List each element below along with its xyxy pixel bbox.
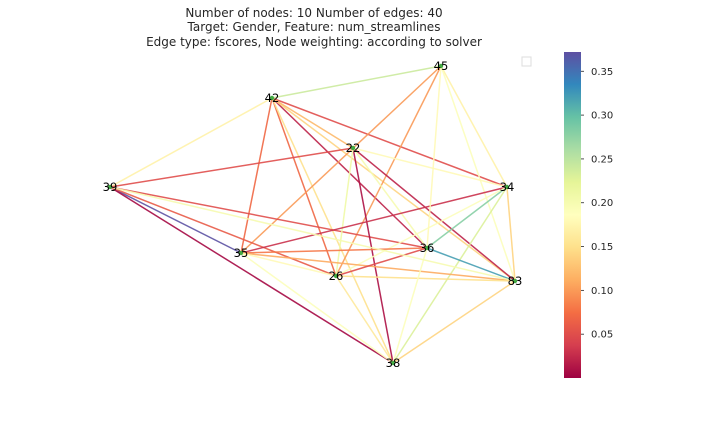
node-marker [424, 245, 430, 251]
edge-22-26 [335, 147, 354, 277]
node-label: 83 [508, 274, 523, 288]
node-marker [269, 95, 275, 101]
node-83: 83 [508, 274, 523, 288]
node-39: 39 [103, 180, 118, 194]
node-marker [390, 360, 396, 366]
edge-42-83 [271, 97, 516, 282]
edge-35-26 [240, 252, 337, 277]
node-label: 34 [500, 180, 515, 194]
colorbar-tick-label: 0.35 [591, 67, 613, 78]
node-marker [512, 278, 518, 284]
chart-title: Number of nodes: 10 Number of edges: 40 … [146, 6, 482, 49]
colorbar-tick-label: 0.15 [591, 242, 613, 253]
legend-box [521, 56, 532, 67]
edge-35-38 [240, 252, 394, 364]
edge-45-34 [440, 65, 508, 188]
edge-22-83 [352, 147, 516, 282]
node-label: 36 [420, 241, 435, 255]
colorbar: 0.05 0.10 0.15 0.20 0.25 0.30 0.35 [564, 52, 613, 378]
colorbar-tick-label: 0.30 [591, 111, 613, 122]
edge-22-36 [352, 147, 428, 249]
node-36: 36 [420, 241, 435, 255]
title-line-1: Number of nodes: 10 Number of edges: 40 [185, 6, 442, 20]
edge-39-22 [109, 147, 354, 188]
colorbar-ticks: 0.05 0.10 0.15 0.20 0.25 0.30 0.35 [581, 67, 613, 341]
edge-42-26 [271, 97, 337, 277]
nodes-layer: 45 42 22 39 34 36 35 26 83 38 [103, 59, 523, 370]
colorbar-tick-label: 0.10 [591, 286, 613, 297]
edge-39-26 [109, 186, 337, 277]
edge-22-34 [352, 147, 508, 188]
node-label: 22 [346, 141, 361, 155]
node-38: 38 [386, 356, 401, 370]
edge-36-38 [392, 247, 428, 364]
node-marker [350, 145, 356, 151]
edge-83-38 [392, 280, 516, 364]
title-line-3: Edge type: fscores, Node weighting: acco… [146, 35, 482, 49]
edge-39-36 [109, 186, 428, 249]
edge-36-83 [426, 247, 516, 282]
edge-45-26 [335, 65, 442, 277]
node-marker [438, 63, 444, 69]
colorbar-gradient [564, 52, 581, 378]
edges-layer [109, 65, 516, 364]
edge-45-83 [440, 65, 516, 282]
node-26: 26 [329, 269, 344, 283]
node-label: 38 [386, 356, 401, 370]
node-label: 42 [265, 91, 280, 105]
node-35: 35 [234, 246, 249, 260]
colorbar-tick-label: 0.20 [591, 198, 613, 209]
edge-42-35 [240, 97, 273, 254]
edge-26-38 [335, 275, 394, 364]
node-22: 22 [346, 141, 361, 155]
edge-42-39 [109, 97, 273, 188]
edge-34-35 [240, 186, 508, 254]
edge-22-38 [352, 147, 394, 364]
node-label: 45 [434, 59, 449, 73]
colorbar-tick-label: 0.25 [591, 154, 613, 165]
edge-26-36 [335, 247, 428, 277]
edge-39-83 [109, 186, 516, 282]
node-marker [333, 273, 339, 279]
edge-36-45 [426, 65, 442, 249]
edge-35-36 [240, 247, 428, 254]
node-34: 34 [500, 180, 515, 194]
title-line-2: Target: Gender, Feature: num_streamlines [187, 20, 441, 34]
edge-35-83 [240, 252, 516, 282]
colorbar-tick-label: 0.05 [591, 330, 613, 341]
node-marker [504, 184, 510, 190]
node-45: 45 [434, 59, 449, 73]
edge-45-35 [240, 65, 442, 254]
edge-42-22 [271, 97, 354, 149]
edge-39-38 [109, 186, 394, 364]
edge-34-26 [335, 186, 508, 277]
node-marker [107, 184, 113, 190]
edge-34-83 [506, 186, 516, 282]
edge-34-36 [426, 186, 508, 249]
node-label: 39 [103, 180, 118, 194]
node-42: 42 [265, 91, 280, 105]
node-label: 26 [329, 269, 344, 283]
edge-39-35 [109, 186, 242, 254]
node-label: 35 [234, 246, 249, 260]
node-marker [238, 250, 244, 256]
edge-42-34 [271, 97, 508, 188]
edge-42-45 [271, 65, 442, 99]
edge-26-83 [335, 275, 516, 282]
